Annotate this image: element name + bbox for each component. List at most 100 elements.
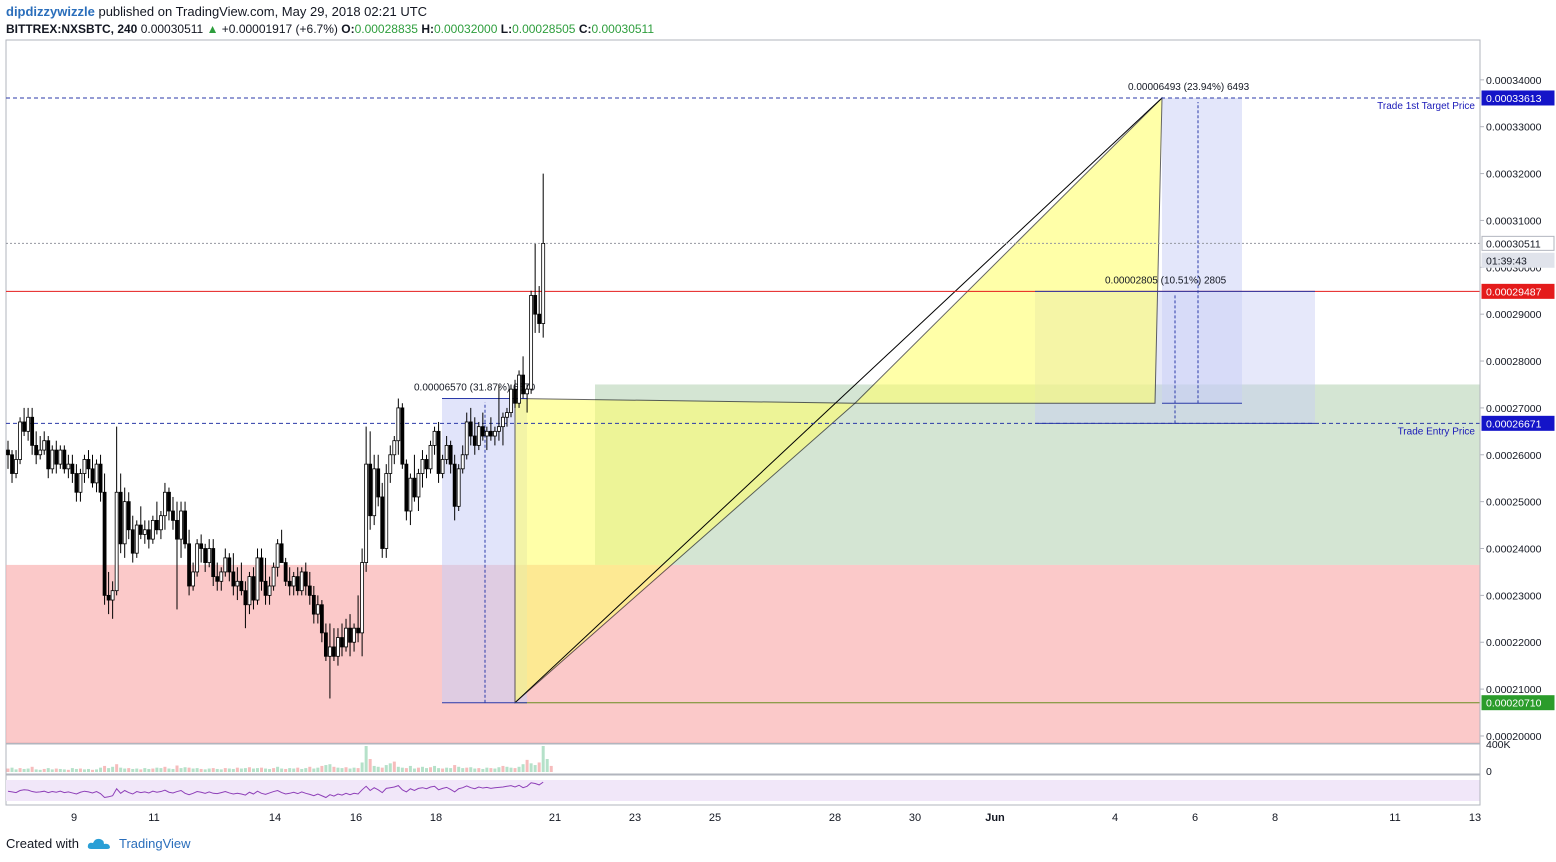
price-tag-box (1481, 90, 1555, 106)
candle-body (360, 562, 365, 634)
rsi-band (6, 780, 1480, 801)
volume-bar (54, 768, 58, 772)
candle-body (311, 594, 316, 615)
volume-bar (42, 768, 46, 772)
candle-body (86, 459, 91, 470)
candle-body (10, 454, 14, 474)
candle-body (70, 463, 75, 474)
volume-bar (171, 768, 175, 772)
x-tick-label: 14 (269, 812, 281, 824)
volume-bar (453, 765, 457, 772)
volume-bar (384, 765, 388, 772)
price-tag-label: 0.00030511 (1486, 238, 1541, 250)
volume-bar (412, 768, 416, 772)
candle-body (307, 585, 312, 596)
x-tick-label: 4 (1112, 812, 1118, 824)
volume-bar (509, 767, 513, 772)
candle-body (154, 519, 159, 531)
volume-bar (465, 767, 469, 772)
volume-bar (10, 767, 14, 772)
candle-body (497, 426, 501, 432)
candle-body (336, 637, 340, 657)
volume-bar (300, 768, 304, 772)
candle-body (323, 632, 328, 657)
candle-body (344, 627, 348, 648)
volume-bar (260, 767, 264, 772)
volume-bar (308, 766, 312, 772)
last-price: 0.00030511 (140, 22, 204, 36)
candle-body (275, 543, 280, 568)
volume-bar (99, 767, 103, 772)
volume-bar (82, 769, 86, 772)
volume-bar (288, 768, 292, 772)
created-with-text: Created with (6, 836, 79, 851)
volume-bar (243, 768, 247, 772)
stop-loss-zone (6, 564, 1480, 743)
volume-bar (179, 768, 183, 772)
volume-bar (227, 768, 231, 772)
candle-body (167, 491, 171, 512)
candle-body (400, 407, 405, 465)
volume-bar (380, 767, 384, 772)
volume-bar (147, 768, 151, 772)
y-tick-label: 0.00021000 (1486, 684, 1542, 696)
candle-body (396, 407, 401, 442)
volume-bar (388, 763, 392, 772)
volume-bar (437, 768, 441, 772)
candle-body (187, 543, 191, 587)
volume-bar (107, 768, 111, 772)
volume-bar (183, 767, 187, 772)
candle-body (509, 388, 513, 413)
candle-body (505, 412, 509, 418)
candle-body (247, 576, 252, 606)
volume-bar (143, 768, 147, 772)
candle-body (537, 313, 542, 324)
x-tick-label: 30 (909, 812, 921, 824)
candle-body (493, 430, 497, 437)
volume-bar (187, 767, 191, 772)
tradingview-cloud-icon (87, 838, 110, 849)
candle-body (195, 543, 200, 573)
volume-bar (533, 765, 537, 772)
volume-bar (123, 768, 127, 772)
price-tag-label: 0.00026671 (1486, 418, 1542, 430)
up-arrow-icon: ▲ (206, 22, 219, 36)
volume-bar (251, 768, 255, 772)
x-tick-label: 6 (1192, 812, 1198, 824)
volume-bar (445, 767, 449, 772)
candle-body (352, 627, 356, 643)
volume-bar (449, 768, 453, 772)
price-tag-label: 0.00029487 (1486, 286, 1542, 298)
volume-bar (396, 766, 400, 772)
volume-bar (151, 768, 155, 772)
candle-body (436, 430, 441, 474)
volume-bar (336, 767, 340, 772)
author-link[interactable]: dipdizzywizzle (6, 4, 95, 19)
x-tick-label: 9 (71, 812, 77, 824)
volume-bar (461, 768, 465, 772)
volume-bar (111, 766, 115, 772)
x-tick-label: 25 (709, 812, 721, 824)
volume-bar (424, 768, 428, 772)
volume-bar (332, 766, 336, 772)
volume-bar (316, 767, 320, 772)
x-tick-label: 13 (1469, 812, 1481, 824)
volume-bar (521, 764, 525, 772)
candle-body (513, 388, 517, 404)
volume-bar (139, 769, 143, 772)
y-tick-label: 0.00033000 (1486, 122, 1542, 134)
candle-body (452, 463, 457, 507)
candle-body (480, 426, 485, 437)
target-projection (853, 96, 1163, 404)
candle-body (533, 295, 538, 315)
candle-body (501, 416, 505, 428)
high-value: 0.00032000 (434, 22, 498, 36)
publish-info: dipdizzywizzle published on TradingView.… (6, 4, 427, 19)
triangle-pattern (514, 398, 857, 704)
candle-body (460, 454, 465, 470)
volume-bar (529, 763, 533, 772)
candle-body (416, 473, 421, 498)
tradingview-brand-link[interactable]: TradingView (118, 836, 191, 851)
candle-body (98, 463, 103, 493)
